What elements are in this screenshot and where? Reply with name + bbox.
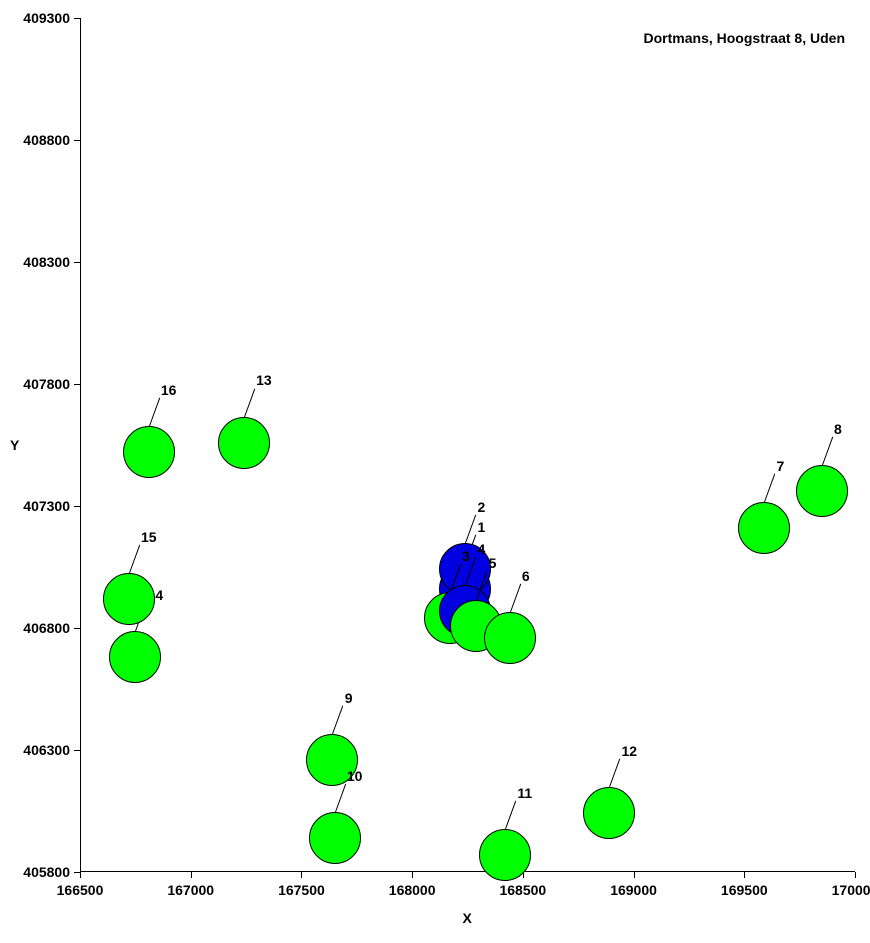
y-tick-label: 407300 — [23, 498, 70, 514]
x-tick-label: 169500 — [721, 882, 768, 898]
x-tick — [80, 872, 81, 878]
y-tick-label: 408300 — [23, 254, 70, 270]
data-point-label: 7 — [776, 458, 784, 474]
data-point-label: 2 — [478, 499, 486, 515]
data-point — [479, 829, 531, 881]
data-point — [109, 631, 161, 683]
y-tick — [74, 628, 80, 629]
x-tick-label: 166500 — [57, 882, 104, 898]
x-axis-label: X — [463, 910, 472, 926]
y-tick — [74, 506, 80, 507]
y-tick-label: 406800 — [23, 620, 70, 636]
y-tick-label: 405800 — [23, 864, 70, 880]
x-tick-label: 167500 — [278, 882, 325, 898]
data-point-label: 12 — [621, 743, 637, 759]
data-point-label: 15 — [141, 529, 157, 545]
x-tick — [855, 872, 856, 878]
plot-area — [80, 18, 855, 872]
x-tick-label: 167000 — [167, 882, 214, 898]
data-point — [309, 812, 361, 864]
data-point-label: 1 — [478, 519, 486, 535]
data-point — [123, 426, 175, 478]
y-tick-label: 408800 — [23, 132, 70, 148]
y-tick — [74, 384, 80, 385]
x-tick — [744, 872, 745, 878]
data-point — [103, 573, 155, 625]
y-tick — [74, 750, 80, 751]
data-point-label: 10 — [347, 768, 363, 784]
x-tick — [301, 872, 302, 878]
data-point — [796, 465, 848, 517]
data-point-label: 8 — [834, 421, 842, 437]
data-point — [484, 612, 536, 664]
data-point-label: 4 — [478, 541, 486, 557]
x-tick-label: 169000 — [610, 882, 657, 898]
x-tick-label: 168500 — [499, 882, 546, 898]
data-point-label: 6 — [522, 568, 530, 584]
data-point — [583, 787, 635, 839]
y-tick — [74, 140, 80, 141]
x-tick-label: 168000 — [389, 882, 436, 898]
y-tick — [74, 872, 80, 873]
data-point-label: 5 — [489, 555, 497, 571]
data-point-label: 13 — [256, 372, 272, 388]
data-point-label: 16 — [161, 382, 177, 398]
data-point-label: 11 — [517, 785, 532, 801]
x-tick — [634, 872, 635, 878]
data-point-label: 9 — [345, 690, 353, 706]
y-tick — [74, 262, 80, 263]
x-tick — [412, 872, 413, 878]
x-tick — [191, 872, 192, 878]
y-tick — [74, 18, 80, 19]
y-tick-label: 409300 — [23, 10, 70, 26]
x-tick-label: 170000 — [832, 882, 870, 898]
data-point-label: 3 — [462, 548, 470, 564]
y-tick-label: 406300 — [23, 742, 70, 758]
data-point — [738, 502, 790, 554]
scatter-chart: Dortmans, Hoogstraat 8, Uden X Y 1665001… — [0, 0, 870, 943]
y-axis-label: Y — [10, 437, 19, 453]
data-point — [218, 417, 270, 469]
y-tick-label: 407800 — [23, 376, 70, 392]
